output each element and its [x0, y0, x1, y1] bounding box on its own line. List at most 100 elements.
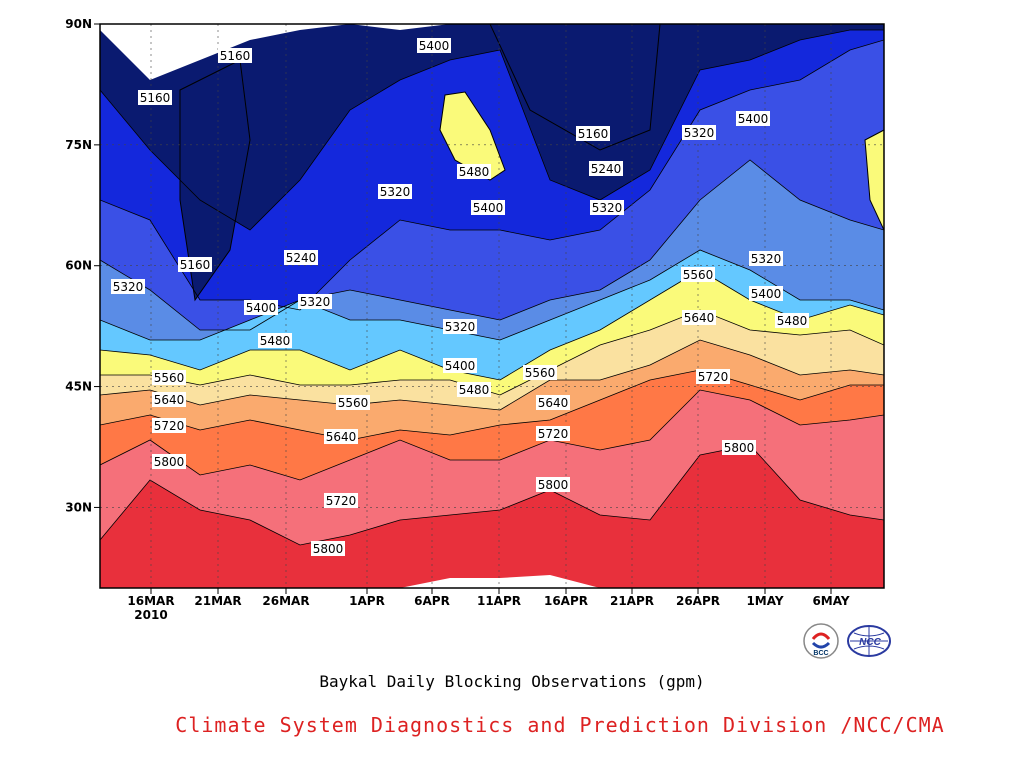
- credit-line: Climate System Diagnostics and Predictio…: [175, 713, 945, 737]
- contour-label-bg: [471, 200, 505, 215]
- band-2: [100, 40, 884, 330]
- contour-label-bg: [111, 279, 145, 294]
- contour-label: 5320: [113, 280, 144, 294]
- x-tick-label: 1MAY: [746, 594, 783, 608]
- x-tick-label: 26APR: [676, 594, 720, 608]
- contour-label-bg: [682, 125, 716, 140]
- contour-label: 5560: [154, 371, 185, 385]
- contour-label-bg: [443, 319, 477, 334]
- x-tick-label: 11APR: [477, 594, 521, 608]
- grid-lines: [100, 24, 884, 588]
- contour-label-bg: [138, 90, 172, 105]
- contour-label-bg: [218, 48, 252, 63]
- contour-line-7: [100, 369, 884, 441]
- contour-label: 5320: [751, 252, 782, 266]
- contour-label: 5400: [246, 301, 277, 315]
- contour-label: 5800: [313, 542, 344, 556]
- contour-label: 5800: [154, 455, 185, 469]
- contour-label: 5480: [260, 334, 291, 348]
- x-year-label: 2010: [134, 608, 167, 622]
- contour-label-bg: [284, 250, 318, 265]
- contour-label-bg: [457, 382, 491, 397]
- contour-label: 5720: [154, 419, 185, 433]
- contour-label-bg: [722, 440, 756, 455]
- contour-label: 5160: [140, 91, 171, 105]
- x-tick-label: 16APR: [544, 594, 588, 608]
- cell-5480-0: [439, 91, 506, 181]
- contour-label-bg: [152, 418, 186, 433]
- bcc-logo-text: BCC: [813, 650, 828, 657]
- contour-label-bg: [443, 358, 477, 373]
- contour-label-bg: [523, 365, 557, 380]
- contour-label: 5640: [154, 393, 185, 407]
- y-tick-label: 30N: [65, 500, 92, 514]
- x-tick-label: 21APR: [610, 594, 654, 608]
- contour-label: 5800: [538, 478, 569, 492]
- y-tick-label: 90N: [65, 17, 92, 31]
- contour-label-bg: [298, 294, 332, 309]
- contour-label-bg: [775, 313, 809, 328]
- x-tick-label: 21MAR: [194, 594, 241, 608]
- contour-label-bg: [576, 126, 610, 141]
- contour-line-0: [100, 29, 884, 231]
- contour-label: 5400: [738, 112, 769, 126]
- contour-line-9: [100, 444, 884, 546]
- contour-label: 5720: [698, 370, 729, 384]
- contour-label: 5160: [578, 127, 609, 141]
- cell-5480-1: [864, 129, 884, 231]
- band-5: [100, 270, 884, 395]
- contour-label-bg: [311, 541, 345, 556]
- contour-line-6: [100, 339, 884, 411]
- cell-min-0: [489, 24, 661, 151]
- contour-label: 5160: [220, 49, 251, 63]
- contour-label-bg: [696, 369, 730, 384]
- contour-labels: 5160 5160 5160 5160 5240 5240 5320 5320 5320 5320…: [111, 38, 809, 556]
- contour-line-1: [100, 39, 884, 311]
- contour-label: 5320: [445, 320, 476, 334]
- band-10: [100, 445, 884, 588]
- contour-label-bg: [681, 267, 715, 282]
- bcc-logo: BCC: [802, 622, 840, 660]
- contour-label-bg: [324, 493, 358, 508]
- contour-label-bg: [536, 477, 570, 492]
- contour-label-bg: [417, 38, 451, 53]
- contour-label-bg: [736, 111, 770, 126]
- contour-label-bg: [378, 184, 412, 199]
- contour-line-5: [100, 309, 884, 396]
- contour-label-bg: [244, 300, 278, 315]
- band-8: [100, 370, 884, 480]
- contour-label: 5560: [338, 396, 369, 410]
- band-6: [100, 310, 884, 410]
- contour-label-bg: [152, 392, 186, 407]
- contour-line-4: [100, 269, 884, 381]
- contour-label-bg: [749, 286, 783, 301]
- contour-lines: [100, 29, 884, 546]
- contour-label: 5320: [380, 185, 411, 199]
- contour-label-bg: [590, 200, 624, 215]
- contour-label: 5640: [538, 396, 569, 410]
- contour-line-8: [100, 389, 884, 481]
- contour-label: 5720: [326, 494, 357, 508]
- band-0: [100, 24, 884, 230]
- x-tick-label: 6MAY: [812, 594, 849, 608]
- contour-label: 5640: [326, 430, 357, 444]
- contour-label-bg: [324, 429, 358, 444]
- contour-label: 5720: [538, 427, 569, 441]
- y-tick-label: 45N: [65, 380, 92, 394]
- contour-line-3: [100, 249, 884, 341]
- y-tick-label: 60N: [65, 259, 92, 273]
- contour-label-bg: [536, 395, 570, 410]
- contour-label: 5560: [525, 366, 556, 380]
- contour-label-bg: [749, 251, 783, 266]
- band-3: [100, 160, 884, 340]
- contour-label: 5320: [300, 295, 331, 309]
- contour-label: 5480: [459, 383, 490, 397]
- contour-label-bg: [178, 257, 212, 272]
- contour-label-bg: [152, 370, 186, 385]
- y-tick-label: 75N: [65, 138, 92, 152]
- contour-label-bg: [536, 426, 570, 441]
- contour-label: 5400: [419, 39, 450, 53]
- contour-label: 5320: [592, 201, 623, 215]
- plot-frame: [99, 23, 885, 589]
